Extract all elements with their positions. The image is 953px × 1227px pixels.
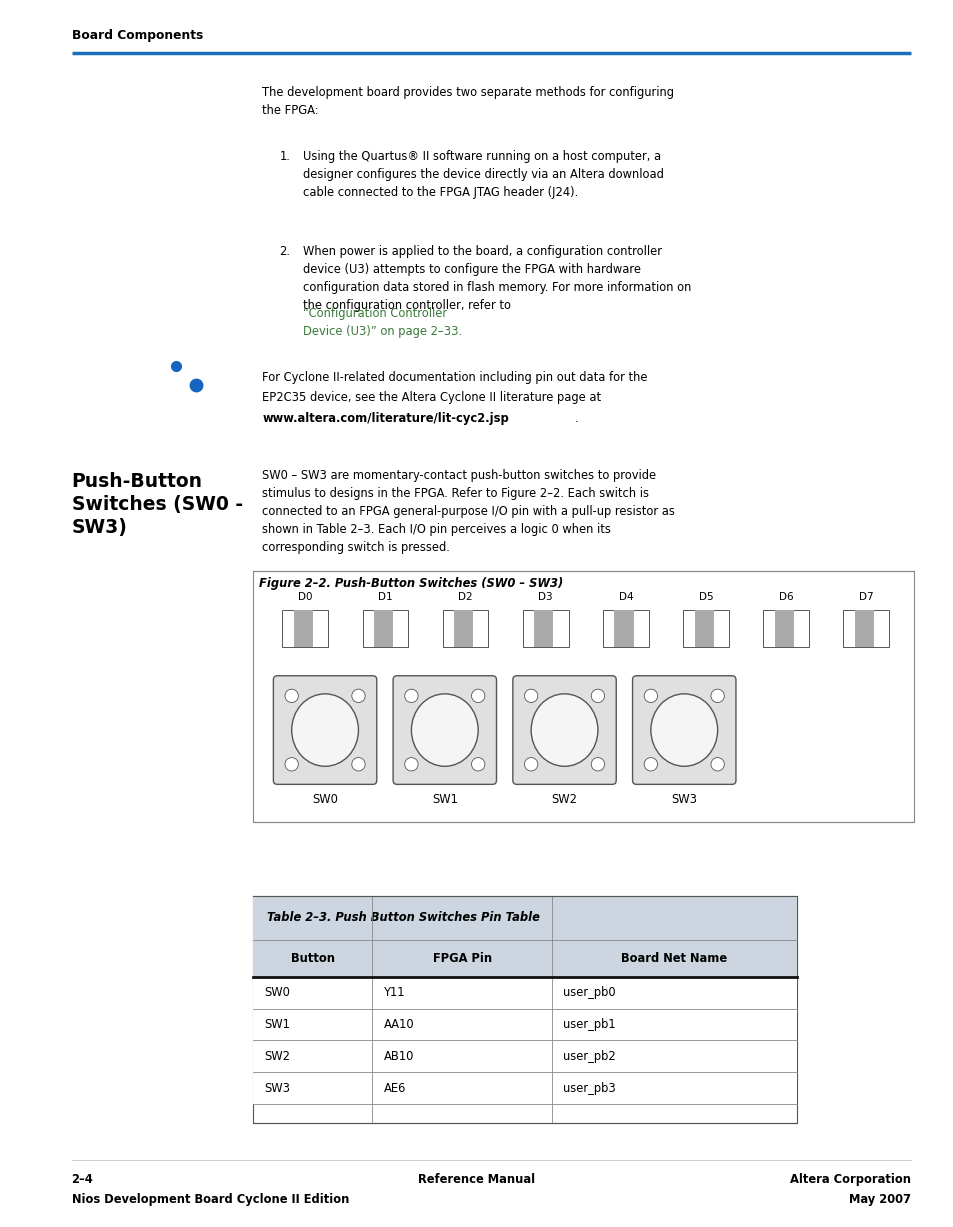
Text: user_pb3: user_pb3	[562, 1082, 616, 1094]
FancyBboxPatch shape	[274, 676, 376, 784]
Text: FPGA Pin: FPGA Pin	[432, 952, 491, 964]
Bar	[253, 896, 796, 1123]
Circle shape	[591, 757, 604, 771]
Circle shape	[591, 690, 604, 703]
Circle shape	[643, 690, 657, 703]
Circle shape	[524, 690, 537, 703]
Text: 1.: 1.	[279, 150, 290, 163]
Text: Y11: Y11	[383, 987, 405, 999]
Text: Table 2–3. Push Button Switches Pin Table: Table 2–3. Push Button Switches Pin Tabl…	[267, 912, 539, 924]
Text: Using the Quartus® II software running on a host computer, a
designer configures: Using the Quartus® II software running o…	[303, 150, 663, 199]
Text: .: .	[574, 412, 578, 426]
Text: Altera Corporation: Altera Corporation	[789, 1173, 910, 1187]
Bar	[294, 610, 313, 647]
Text: D3: D3	[537, 593, 553, 602]
Text: SW0 – SW3 are momentary-contact push-button switches to provide
stimulus to desi: SW0 – SW3 are momentary-contact push-but…	[262, 469, 675, 553]
Text: 2.: 2.	[279, 245, 291, 259]
Bar	[253, 896, 796, 940]
Circle shape	[285, 690, 298, 703]
Text: D1: D1	[377, 593, 393, 602]
Text: Reference Manual: Reference Manual	[418, 1173, 535, 1187]
Circle shape	[643, 757, 657, 771]
Circle shape	[710, 757, 723, 771]
Bar	[374, 610, 393, 647]
Bar	[522, 610, 568, 647]
Circle shape	[471, 757, 484, 771]
Text: “Configuration Controller
Device (U3)” on page 2–33.: “Configuration Controller Device (U3)” o…	[303, 307, 462, 337]
Bar	[253, 940, 796, 977]
Text: Button: Button	[291, 952, 335, 964]
Text: SW1: SW1	[432, 793, 457, 806]
Bar	[253, 1009, 796, 1040]
Text: D7: D7	[858, 593, 873, 602]
Text: www.altera.com/literature/lit-cyc2.jsp: www.altera.com/literature/lit-cyc2.jsp	[262, 412, 509, 426]
Ellipse shape	[411, 693, 477, 767]
Ellipse shape	[292, 693, 358, 767]
Bar	[534, 610, 553, 647]
Bar	[694, 610, 713, 647]
Bar	[442, 610, 488, 647]
Text: Figure 2–2. Push-Button Switches (SW0 – SW3): Figure 2–2. Push-Button Switches (SW0 – …	[259, 577, 563, 590]
Bar	[854, 610, 873, 647]
Text: SW1: SW1	[264, 1018, 290, 1031]
Text: Board Components: Board Components	[71, 28, 203, 42]
Text: D6: D6	[778, 593, 793, 602]
Text: The development board provides two separate methods for configuring
the FPGA:: The development board provides two separ…	[262, 86, 674, 117]
Bar	[362, 610, 408, 647]
Text: SW0: SW0	[264, 987, 290, 999]
Text: AE6: AE6	[383, 1082, 406, 1094]
Text: user_pb1: user_pb1	[562, 1018, 616, 1031]
Circle shape	[524, 757, 537, 771]
Text: Push-Button
Switches (SW0 -
SW3): Push-Button Switches (SW0 - SW3)	[71, 472, 242, 537]
Bar	[253, 1040, 796, 1072]
Text: AA10: AA10	[383, 1018, 415, 1031]
Text: Nios Development Board Cyclone II Edition: Nios Development Board Cyclone II Editio…	[71, 1193, 349, 1206]
Ellipse shape	[650, 693, 717, 767]
Bar	[282, 610, 328, 647]
Text: user_pb0: user_pb0	[562, 987, 616, 999]
Text: AB10: AB10	[383, 1050, 414, 1063]
Circle shape	[471, 690, 484, 703]
Text: For Cyclone II-related documentation including pin out data for the: For Cyclone II-related documentation inc…	[262, 371, 647, 384]
Text: When power is applied to the board, a configuration controller
device (U3) attem: When power is applied to the board, a co…	[303, 245, 691, 313]
Circle shape	[710, 690, 723, 703]
Text: 2–4: 2–4	[71, 1173, 93, 1187]
Bar	[682, 610, 728, 647]
Bar	[253, 977, 796, 1009]
FancyBboxPatch shape	[513, 676, 616, 784]
FancyBboxPatch shape	[632, 676, 735, 784]
Text: EP2C35 device, see the Altera Cyclone II literature page at: EP2C35 device, see the Altera Cyclone II…	[262, 391, 600, 405]
Text: user_pb2: user_pb2	[562, 1050, 616, 1063]
Circle shape	[404, 757, 417, 771]
Text: SW2: SW2	[264, 1050, 290, 1063]
Text: SW2: SW2	[551, 793, 577, 806]
Circle shape	[352, 690, 365, 703]
Text: D2: D2	[457, 593, 473, 602]
Circle shape	[285, 757, 298, 771]
Text: D5: D5	[698, 593, 713, 602]
Bar	[454, 610, 473, 647]
Text: SW3: SW3	[671, 793, 697, 806]
Text: D0: D0	[297, 593, 313, 602]
Text: SW0: SW0	[312, 793, 337, 806]
Text: D4: D4	[618, 593, 633, 602]
Bar	[842, 610, 888, 647]
Text: SW3: SW3	[264, 1082, 290, 1094]
Text: May 2007: May 2007	[848, 1193, 910, 1206]
Bar	[762, 610, 808, 647]
Text: Board Net Name: Board Net Name	[620, 952, 726, 964]
Bar	[774, 610, 793, 647]
Circle shape	[352, 757, 365, 771]
Bar	[602, 610, 648, 647]
Bar	[253, 571, 913, 822]
Circle shape	[404, 690, 417, 703]
Bar	[614, 610, 633, 647]
FancyBboxPatch shape	[393, 676, 496, 784]
Bar	[253, 1072, 796, 1104]
Ellipse shape	[531, 693, 598, 767]
